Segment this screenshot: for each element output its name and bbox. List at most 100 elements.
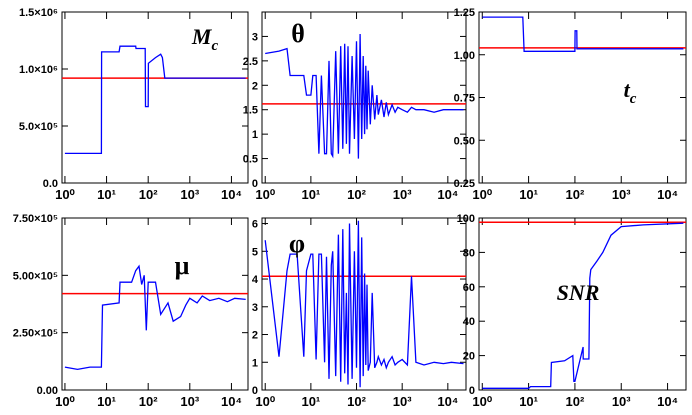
panel: 0.25 0.50 0.75 1.00 1.25 10⁰ 10¹ 10² 10³ 10⁴ tc [454,7,687,202]
x-tick-label: 10³ [180,394,199,409]
panel: 0.0 5.0×10⁵ 1.0×10⁶ 1.5×10⁶ 10⁰ 10¹ 10² 10³ 10⁴ M… [19,7,249,202]
x-tick-label: 10⁴ [657,394,678,409]
x-tick-label: 10² [139,187,158,202]
y-tick-label: 3 [252,302,258,314]
x-tick-label: 10¹ [301,394,320,409]
y-tick-label: 2.50×10⁵ [13,328,58,340]
annotation: SNR [557,280,600,305]
y-tick-label: 0.50 [454,135,475,147]
panel: 0 20 40 60 80 100 10⁰ 10¹ 10² 10³ 10⁴ SNR [457,213,687,409]
plot-frame [478,11,687,184]
plot-area [62,45,248,155]
panel: 0 0.5 1 1.5 2 2.5 3 10⁰ 10¹ 10² 10³ 10⁴ θ [243,11,467,202]
x-tick-label: 10² [139,394,158,409]
data-line [64,45,246,155]
plot-frame [478,217,687,391]
y-tick-label: 0 [469,385,475,397]
y-tick-label: 1.0×10⁶ [19,64,58,76]
annotation-sub: c [211,38,218,54]
plot-frame [61,217,249,391]
y-tick-label: 1.25 [454,7,475,19]
y-tick-label: 2 [252,80,258,92]
annotation-sub: c [630,91,637,107]
annotation: tc [624,77,637,107]
data-line [64,264,246,371]
x-tick-label: 10⁴ [221,394,242,409]
data-line [264,220,464,388]
y-tick-label: 40 [463,316,475,328]
y-tick-label: 4 [252,274,259,286]
x-tick-label: 10⁴ [657,187,678,202]
data-line [482,16,684,52]
plot-area [262,220,466,388]
annotation-main: φ [289,229,305,258]
x-tick-label: 10¹ [519,394,538,409]
x-tick-label: 10⁴ [437,394,458,409]
plot-frame [61,11,249,184]
annotation-main: μ [175,251,190,280]
x-tick-label: 10⁰ [255,187,275,202]
x-tick-label: 10⁰ [472,187,492,202]
y-tick-label: 5.0×10⁵ [19,121,58,133]
x-tick-label: 10⁰ [55,187,75,202]
x-tick-label: 10¹ [301,187,320,202]
annotation: μ [175,251,190,280]
y-tick-label: 6 [252,219,258,231]
y-tick-label: 0.25 [454,178,475,190]
plot-area [479,16,686,52]
x-tick-label: 10⁰ [55,394,75,409]
x-tick-label: 10⁰ [255,394,275,409]
y-tick-label: 1 [252,129,258,141]
plot-area [262,33,466,159]
x-tick-label: 10¹ [519,187,538,202]
y-tick-label: 2 [252,330,258,342]
y-tick-label: 5 [252,246,258,258]
y-tick-label: 0 [252,385,258,397]
y-tick-label: 60 [463,282,475,294]
x-tick-label: 10³ [393,394,412,409]
y-tick-label: 5.00×10⁵ [13,270,58,282]
plot-area [62,264,248,371]
x-tick-label: 10¹ [97,187,116,202]
x-tick-label: 10³ [612,187,631,202]
y-tick-label: 0.0 [43,178,58,190]
annotation-main: SNR [557,280,600,305]
panel: 0.00 2.50×10⁵ 5.00×10⁵ 7.50×10⁵ 10⁰ 10¹ 10² 10³… [13,213,249,409]
annotation: φ [289,229,305,258]
y-tick-label: 1.00 [454,50,475,62]
y-tick-label: 1.5×10⁶ [19,7,58,19]
y-tick-label: 1.5 [243,105,258,117]
y-tick-label: 7.50×10⁵ [13,213,58,225]
annotation-main: M [191,24,213,49]
x-tick-label: 10⁴ [437,187,458,202]
y-tick-label: 2.5 [243,56,258,68]
x-tick-label: 10² [347,187,366,202]
y-tick-label: 20 [463,351,475,363]
y-tick-label: 3 [252,31,258,43]
y-tick-label: 0.5 [243,154,258,166]
annotation: θ [291,19,305,48]
data-line [482,222,684,389]
y-tick-label: 0.75 [454,93,475,105]
x-tick-label: 10² [347,394,366,409]
annotation-main: t [624,77,631,102]
y-tick-label: 80 [463,247,475,259]
x-tick-label: 10² [566,187,585,202]
annotation-main: θ [291,19,305,48]
x-tick-label: 10⁰ [472,394,492,409]
y-tick-label: 1 [252,357,258,369]
y-tick-label: 100 [457,213,475,225]
data-line [265,33,464,159]
x-tick-label: 10¹ [97,394,116,409]
plot-area [479,221,686,389]
panel: 0 1 2 3 4 5 6 10⁰ 10¹ 10² 10³ 10⁴ φ [252,217,467,409]
y-tick-label: 0.00 [37,385,58,397]
x-tick-label: 10³ [180,187,199,202]
x-tick-label: 10³ [393,187,412,202]
x-tick-label: 10³ [612,394,631,409]
x-tick-label: 10² [566,394,585,409]
y-tick-label: 0 [252,178,258,190]
annotation: Mc [191,24,219,54]
x-tick-label: 10⁴ [221,187,242,202]
